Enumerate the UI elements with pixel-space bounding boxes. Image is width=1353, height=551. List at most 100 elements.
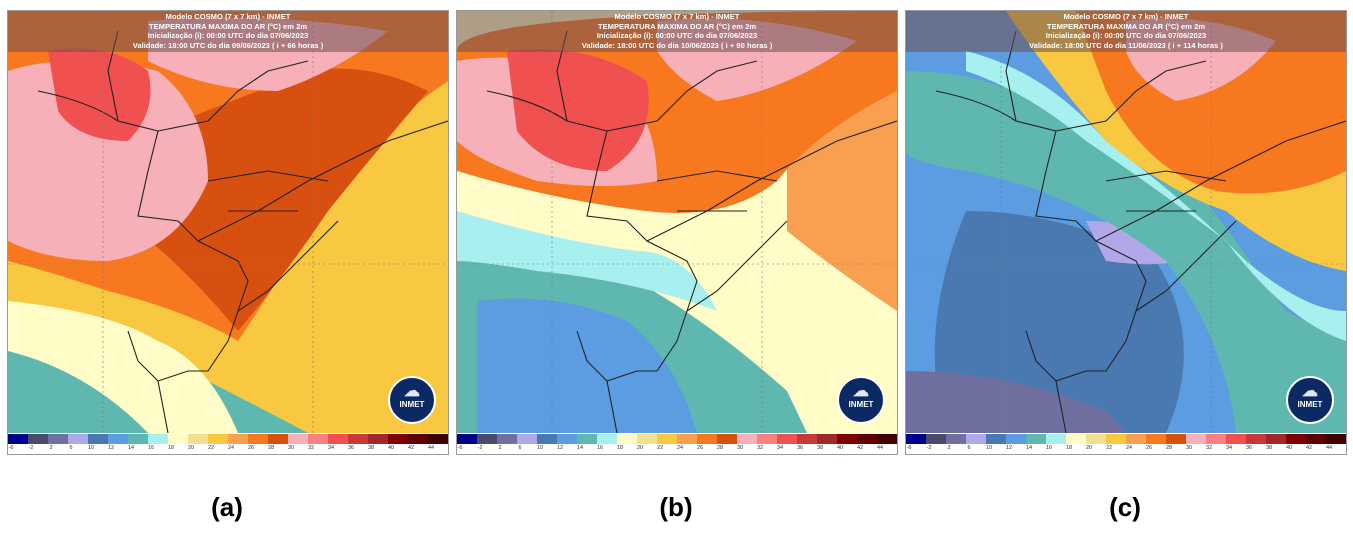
temperature-map — [906, 11, 1346, 433]
colorbar-label: 36 — [796, 445, 804, 451]
colorbar-swatch — [1306, 434, 1326, 444]
colorbar-label: 32 — [756, 445, 764, 451]
temperature-zone — [8, 301, 238, 433]
inmet-logo: ☁ INMET — [388, 376, 436, 424]
colorbar-swatch — [1026, 434, 1046, 444]
colorbar-label: 10 — [536, 445, 544, 451]
colorbar-swatch — [946, 434, 966, 444]
colorbar-label: 32 — [307, 445, 315, 451]
colorbar-swatch — [308, 434, 328, 444]
panel-caption: (b) — [659, 492, 693, 522]
logo-text: INMET — [1297, 400, 1323, 409]
colorbar-swatch — [477, 434, 497, 444]
colorbar-swatch — [268, 434, 288, 444]
colorbar-label: 38 — [1265, 445, 1273, 451]
colorbar-swatch — [1166, 434, 1186, 444]
initialization-time: Inicialização (i): 00:00 UTC do dia 07/0… — [147, 31, 309, 40]
colorbar-swatch — [168, 434, 188, 444]
temperature-zone — [787, 91, 897, 311]
colorbar-swatch — [1226, 434, 1246, 444]
colorbar-swatch — [457, 434, 477, 444]
temperature-zone — [906, 71, 1346, 433]
colorbar-label: 2 — [49, 445, 53, 451]
colorbar-label: 28 — [267, 445, 275, 451]
colorbar-swatch — [288, 434, 308, 444]
colorbar-swatch — [597, 434, 617, 444]
colorbar-label: 30 — [736, 445, 744, 451]
validity-time: Validade: 18:00 UTC do dia 09/06/2023 ( … — [132, 40, 324, 50]
colorbar-label: 24 — [227, 445, 235, 451]
colorbar-swatch — [737, 434, 757, 444]
colorbar-swatch — [208, 434, 228, 444]
temperature-zone — [128, 68, 428, 331]
colorbar-swatch — [777, 434, 797, 444]
colorbar-swatch — [986, 434, 1006, 444]
colorbar-label: 18 — [167, 445, 175, 451]
colorbar-label: 32 — [1205, 445, 1213, 451]
temperature-zone — [507, 49, 649, 171]
logo-text: INMET — [848, 400, 874, 409]
model-title: Modelo COSMO (7 x 7 km) - INMET — [165, 12, 291, 21]
temperature-zone — [966, 51, 1346, 341]
colorbar-label: 6 — [69, 445, 73, 451]
colorbar-swatch — [617, 434, 637, 444]
colorbar-label: 12 — [1005, 445, 1013, 451]
colorbar-swatch — [248, 434, 268, 444]
colorbar-swatch — [717, 434, 737, 444]
colorbar-swatch — [757, 434, 777, 444]
colorbar-label: -6 — [457, 445, 463, 451]
colorbar-label: 36 — [1245, 445, 1253, 451]
colorbar-swatch — [906, 434, 926, 444]
colorbar-label: 34 — [1225, 445, 1233, 451]
colorbar-label: -6 — [8, 445, 14, 451]
cloud-sun-icon: ☁ — [1302, 383, 1318, 400]
colorbar-label: -2 — [477, 445, 483, 451]
colorbar-swatch — [88, 434, 108, 444]
colorbar-swatch — [637, 434, 657, 444]
colorbar-swatch — [557, 434, 577, 444]
colorbar-label: 10 — [985, 445, 993, 451]
country-state-borders — [37, 30, 448, 433]
colorbar-swatch — [1266, 434, 1286, 444]
colorbar-swatch — [817, 434, 837, 444]
colorbar-swatch — [368, 434, 388, 444]
inmet-logo: ☁ INMET — [837, 376, 885, 424]
colorbar-swatch — [857, 434, 877, 444]
colorbar-label: -2 — [28, 445, 34, 451]
validity-time: Validade: 18:00 UTC do dia 11/06/2023 ( … — [1029, 40, 1223, 50]
colorbar-label: 28 — [716, 445, 724, 451]
colorbar-swatch — [148, 434, 168, 444]
colorbar-label: 42 — [407, 445, 415, 451]
colorbar-label: 28 — [1165, 445, 1173, 451]
logo-text: INMET — [399, 400, 425, 409]
country-state-borders — [935, 30, 1346, 433]
colorbar-swatch — [68, 434, 88, 444]
colorbar-swatch — [1126, 434, 1146, 444]
colorbar-label: 44 — [1325, 445, 1333, 451]
validity-time: Validade: 18:00 UTC do dia 10/06/2023 ( … — [581, 40, 773, 50]
cloud-sun-icon: ☁ — [404, 383, 420, 400]
colorbar-swatch — [1186, 434, 1206, 444]
map-panel-b: Modelo COSMO (7 x 7 km) - INMET TEMPERAT… — [456, 10, 898, 455]
temperature-zone — [477, 298, 697, 433]
model-title: Modelo COSMO (7 x 7 km) - INMET — [614, 12, 740, 21]
colorbar-label: -2 — [926, 445, 932, 451]
model-title: Modelo COSMO (7 x 7 km) - INMET — [1063, 12, 1189, 21]
colorbar-swatch — [108, 434, 128, 444]
colorbar-swatch — [1146, 434, 1166, 444]
colorbar-labels: -6 -2 2 6 10 12 14 16 18 20 22 24 26 28 30 32 34 36 38 40 42… — [906, 445, 1346, 454]
map-panel-a: Modelo COSMO (7 x 7 km) - INMET TEMPERAT… — [7, 10, 449, 455]
colorbar-label: 26 — [247, 445, 255, 451]
initialization-time: Inicialização (i): 00:00 UTC do dia 07/0… — [1045, 31, 1207, 40]
colorbar-label: 26 — [1145, 445, 1153, 451]
colorbar-label: 16 — [147, 445, 155, 451]
colorbar-label: 26 — [696, 445, 704, 451]
colorbar-swatch — [408, 434, 428, 444]
temperature-zone — [457, 211, 717, 311]
colorbar-labels: -6 -2 2 6 10 12 14 16 18 20 22 24 26 28 30 32 34 36 38 40 42… — [457, 445, 897, 454]
colorbar-label: 14 — [127, 445, 135, 451]
colorbar-swatch — [657, 434, 677, 444]
temperature-zone — [934, 211, 1184, 433]
colorbar-label: 20 — [187, 445, 195, 451]
colorbar-label: 20 — [1085, 445, 1093, 451]
